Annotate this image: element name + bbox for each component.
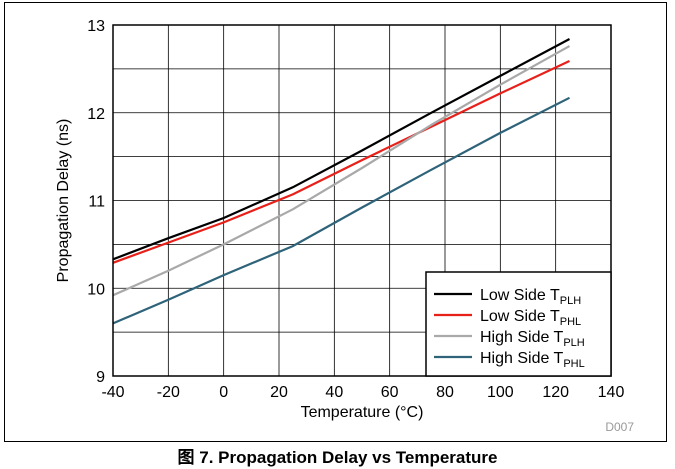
x-tick-label: 80 (436, 384, 454, 401)
x-tick-label: 100 (487, 384, 514, 401)
tick-labels: -40 -20 0 20 40 60 80 100 120 140 9 10 11 12 13 (87, 18, 624, 401)
series-lines (112, 38, 571, 325)
x-tick-label: 140 (598, 384, 625, 401)
figure-id: D007 (605, 420, 634, 434)
y-tick-label: 9 (96, 369, 105, 386)
series-line (112, 38, 571, 261)
figure-frame (4, 2, 667, 442)
series-line (112, 60, 570, 264)
y-tick-label: 13 (87, 18, 105, 35)
figure-caption: 图 7. Propagation Delay vs Temperature (177, 448, 498, 467)
series-line (112, 45, 571, 297)
legend-box (425, 271, 612, 377)
x-tick-label: 60 (381, 384, 399, 401)
legend-label: Low Side TPLH (480, 287, 581, 307)
plot-area (112, 24, 612, 377)
y-tick-label: 10 (87, 281, 105, 298)
legend-label: High Side TPLH (480, 329, 585, 349)
x-tick-label: 0 (219, 384, 228, 401)
x-tick-label: -40 (101, 384, 124, 401)
x-tick-label: 120 (542, 384, 569, 401)
legend-label: Low Side TPHL (480, 308, 581, 328)
series-line (112, 96, 570, 325)
x-axis-label: Temperature (°C) (301, 404, 424, 421)
legend-label: High Side TPHL (480, 350, 585, 370)
y-tick-label: 11 (88, 194, 105, 211)
x-tick-label: 20 (270, 384, 288, 401)
y-axis-label: Propagation Delay (ns) (55, 119, 72, 283)
x-tick-label: 40 (325, 384, 343, 401)
x-tick-label: -20 (157, 384, 180, 401)
y-tick-label: 12 (87, 106, 105, 123)
